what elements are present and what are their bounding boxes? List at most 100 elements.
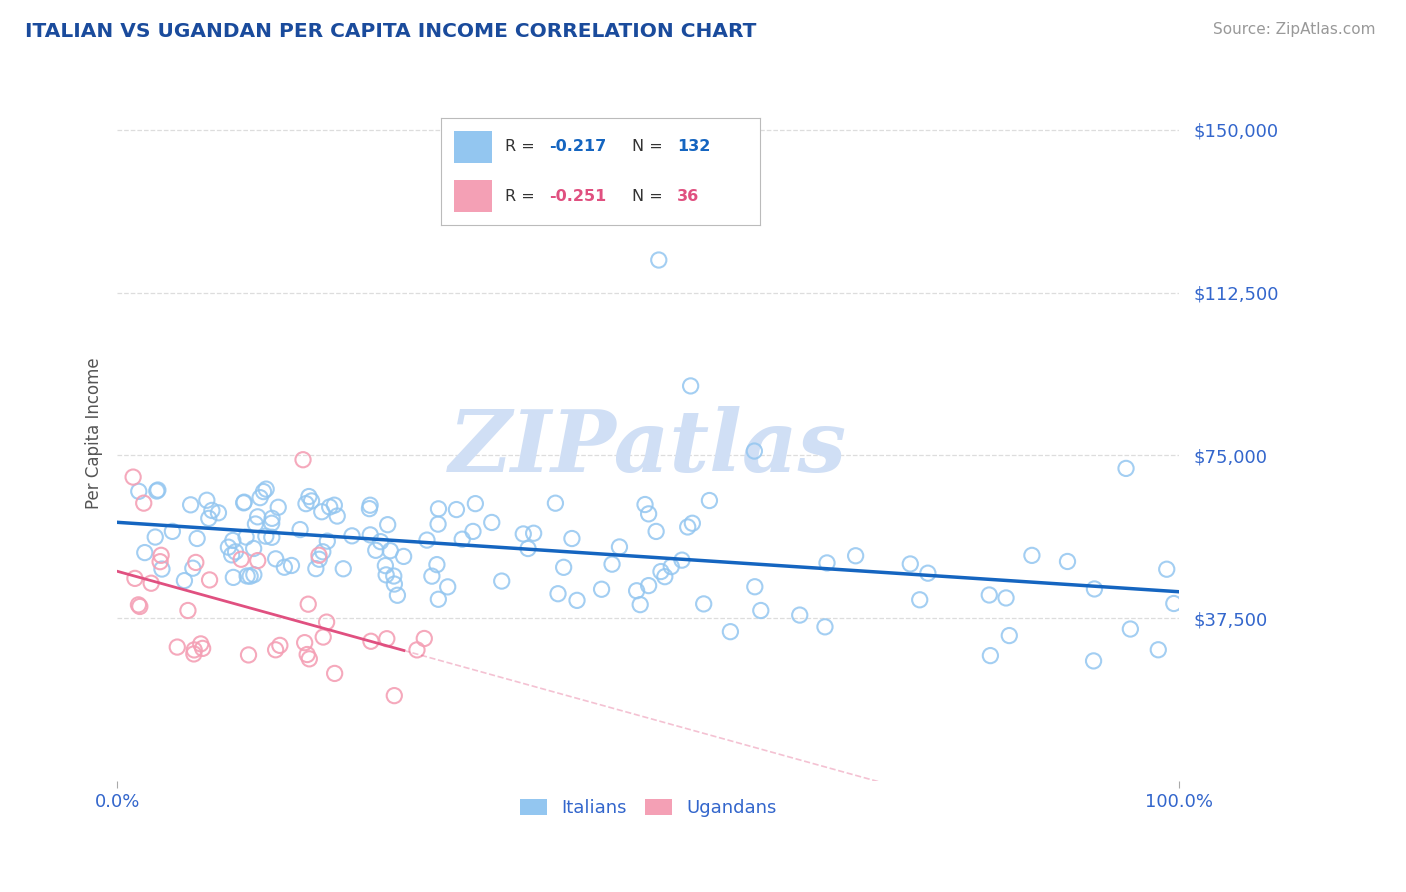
Point [676,520,699,534]
Point [628,598,651,612]
Point [908,592,931,607]
Point [360,634,382,648]
Point [1147,642,1170,657]
Point [979,648,1001,663]
Point [242,541,264,556]
Point [260,516,283,531]
Point [416,533,439,547]
Point [648,253,671,268]
Point [249,491,271,505]
Point [312,630,335,644]
Point [238,648,260,662]
Point [547,587,569,601]
Point [264,551,287,566]
Point [150,562,173,576]
Point [1119,622,1142,636]
Point [659,559,682,574]
Point [128,599,150,614]
Point [323,666,346,681]
Point [427,517,450,532]
Point [382,689,405,703]
Point [561,532,583,546]
Point [917,566,939,581]
Point [128,484,150,499]
Point [132,496,155,510]
Point [377,517,399,532]
Point [427,592,450,607]
Point [446,502,468,516]
Point [1021,549,1043,563]
Point [359,498,381,512]
Point [127,598,149,612]
Legend: Italians, Ugandans: Italians, Ugandans [512,791,785,824]
Point [222,533,245,548]
Point [451,532,474,546]
Point [315,615,337,629]
Point [232,496,254,510]
Point [681,516,703,531]
Text: Source: ZipAtlas.com: Source: ZipAtlas.com [1212,22,1375,37]
Point [146,483,169,498]
Point [626,583,648,598]
Point [134,545,156,559]
Point [217,540,239,554]
Point [195,493,218,508]
Point [316,534,339,549]
Point [845,549,868,563]
Point [198,573,221,587]
Point [183,647,205,661]
Point [789,608,811,623]
Point [461,524,484,539]
Point [637,579,659,593]
Point [297,597,319,611]
Point [382,569,405,583]
Point [370,534,392,549]
Point [679,379,702,393]
Point [288,523,311,537]
Point [295,497,318,511]
Point [491,574,513,588]
Point [340,529,363,543]
Point [183,643,205,657]
Point [239,569,262,583]
Point [464,497,486,511]
Point [149,555,172,569]
Point [553,560,575,574]
Point [512,527,534,541]
Point [236,569,259,583]
Point [260,530,283,544]
Point [427,501,450,516]
Point [207,506,229,520]
Point [245,516,267,531]
Point [1156,562,1178,576]
Point [382,577,405,591]
Point [637,507,659,521]
Point [1163,597,1185,611]
Point [375,632,398,646]
Point [280,558,302,573]
Point [650,565,672,579]
Point [645,524,668,539]
Y-axis label: Per Capita Income: Per Capita Income [86,358,103,509]
Point [323,498,346,512]
Point [380,543,402,558]
Point [544,496,567,510]
Point [295,648,318,662]
Point [359,528,381,542]
Point [264,642,287,657]
Point [699,493,721,508]
Point [298,652,321,666]
Point [312,545,335,559]
Point [143,530,166,544]
Point [436,580,458,594]
Point [609,540,631,554]
Point [254,482,277,496]
Point [387,588,409,602]
Point [814,620,837,634]
Point [426,558,449,572]
Point [517,541,540,556]
Point [235,530,257,544]
Point [191,641,214,656]
Point [122,470,145,484]
Point [364,543,387,558]
